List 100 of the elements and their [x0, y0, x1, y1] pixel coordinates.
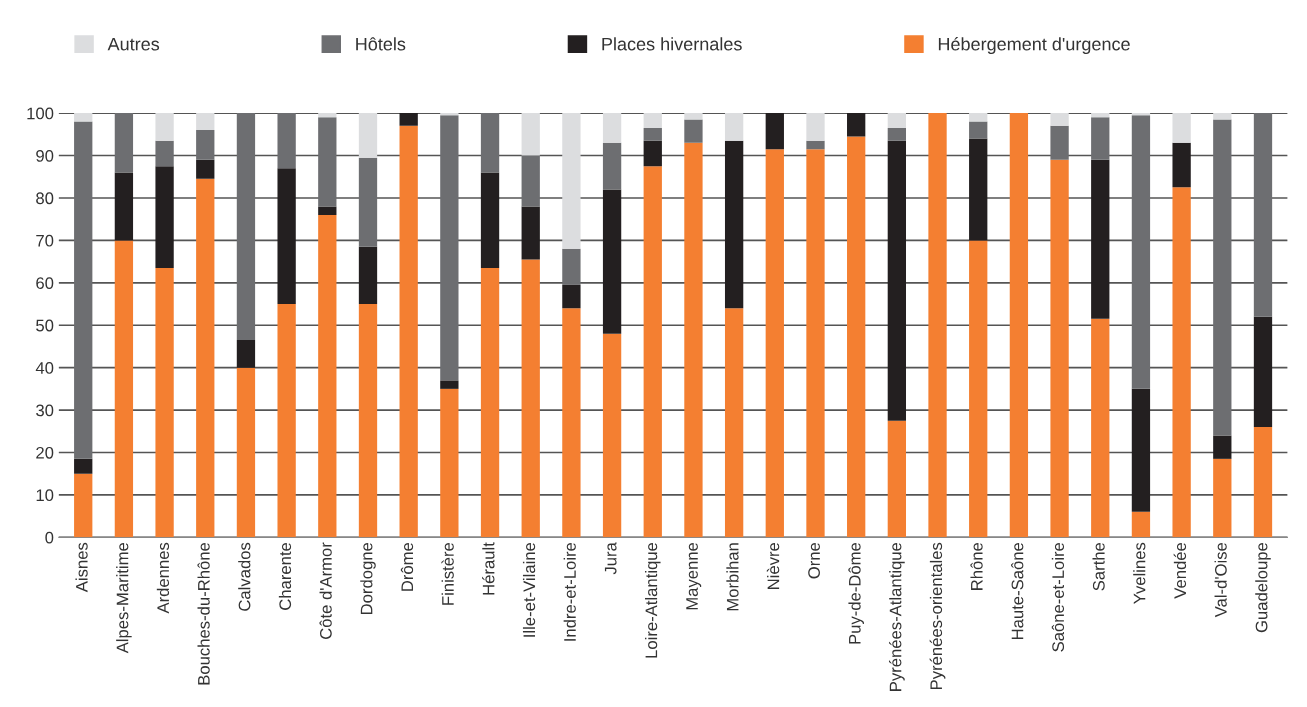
bar [847, 113, 866, 137]
bar [806, 149, 825, 538]
x-tick-label: Hérault [482, 542, 495, 595]
bar [847, 136, 866, 538]
bar [521, 259, 540, 538]
bar [236, 113, 256, 341]
legend-label: Hôtels [356, 37, 406, 51]
bar [155, 113, 174, 141]
bar [358, 246, 378, 305]
bar [684, 119, 703, 143]
y-tick-label: 60 [36, 277, 54, 289]
bar [318, 206, 337, 215]
y-tick-label: 30 [36, 404, 54, 417]
bar [196, 113, 215, 131]
bar [1172, 113, 1191, 143]
bar [887, 127, 907, 141]
bar [521, 155, 540, 207]
bar [1253, 316, 1273, 428]
bar [1091, 318, 1110, 538]
legend-label: Hébergement d'urgence [938, 37, 1130, 55]
bar [887, 420, 907, 538]
x-tick-label: Charente [278, 542, 292, 610]
bar [155, 140, 174, 167]
x-tick-label: Dordogne [360, 542, 376, 615]
x-tick-label: Orne [808, 542, 820, 579]
bar [643, 140, 662, 167]
bar [155, 166, 174, 268]
bar [277, 113, 296, 169]
bar [1213, 119, 1232, 436]
bar [1253, 113, 1273, 317]
bar [318, 117, 337, 207]
x-tick-label: Haute-Saône [1011, 542, 1024, 640]
bar [1050, 159, 1069, 538]
bar [969, 113, 988, 122]
x-tick-label: Sarthe [1092, 542, 1105, 591]
bar [114, 240, 134, 538]
bar [1213, 113, 1232, 120]
bar [74, 113, 93, 122]
x-tick-label: Bouches-du-Rhône [197, 542, 210, 685]
y-tick-label: 90 [36, 149, 54, 162]
bar [643, 166, 662, 538]
bar [1172, 187, 1191, 538]
bar [969, 138, 988, 241]
bar [684, 142, 703, 538]
bar [521, 206, 540, 260]
bar [318, 113, 337, 118]
bar [765, 113, 784, 150]
bar [196, 178, 215, 538]
y-tick-label: 40 [35, 362, 54, 374]
bar [806, 113, 825, 141]
bar [114, 113, 134, 173]
bar [765, 149, 784, 538]
y-tick-label: 70 [36, 234, 54, 247]
bar [74, 473, 93, 538]
x-tick-label: Pyrénées-orientales [929, 542, 946, 690]
bar [1131, 388, 1151, 512]
x-tick-label: Indre-et-Loire [563, 542, 576, 641]
bar [643, 127, 662, 141]
bar [74, 121, 93, 459]
bar [602, 142, 622, 190]
x-tick-label: Guadeloupe [1255, 542, 1271, 633]
y-tick-label: 50 [36, 319, 54, 332]
x-tick-label: Calvados [238, 542, 251, 611]
bar [643, 113, 662, 128]
bar [440, 380, 459, 389]
x-tick-label: Aisnes [75, 542, 88, 593]
bar [358, 304, 378, 538]
bar [724, 308, 744, 538]
bar [1091, 113, 1110, 118]
bar [1172, 142, 1191, 188]
x-tick-label: Alpes-Maritime [116, 542, 132, 654]
bar [277, 304, 296, 538]
y-tick-label: 10 [36, 489, 54, 502]
bar [358, 113, 378, 158]
bar [318, 214, 337, 538]
bar [480, 113, 500, 173]
x-tick-label: Pyrénées-Atlantique [888, 542, 905, 691]
bar [1131, 115, 1151, 389]
bar [277, 168, 296, 305]
bar [440, 115, 459, 381]
bar [1131, 113, 1151, 116]
bar [480, 267, 500, 538]
bar [969, 240, 988, 538]
x-tick-label: Vendée [1173, 542, 1187, 599]
bar [887, 140, 907, 421]
bar [440, 388, 459, 538]
bar [196, 159, 215, 179]
bar [399, 113, 418, 126]
bar [969, 121, 988, 139]
bar [440, 113, 459, 116]
x-tick-label: Drôme [400, 542, 414, 591]
x-tick-label: Morbihan [726, 543, 739, 611]
y-tick-label: 0 [45, 531, 54, 544]
bar [1213, 458, 1232, 538]
bar [562, 113, 581, 249]
x-tick-label: Loire-Atlantique [645, 542, 661, 658]
bar [480, 172, 500, 268]
x-tick-label: Mayenne [686, 542, 702, 610]
bar [602, 113, 622, 143]
bar [521, 113, 540, 156]
